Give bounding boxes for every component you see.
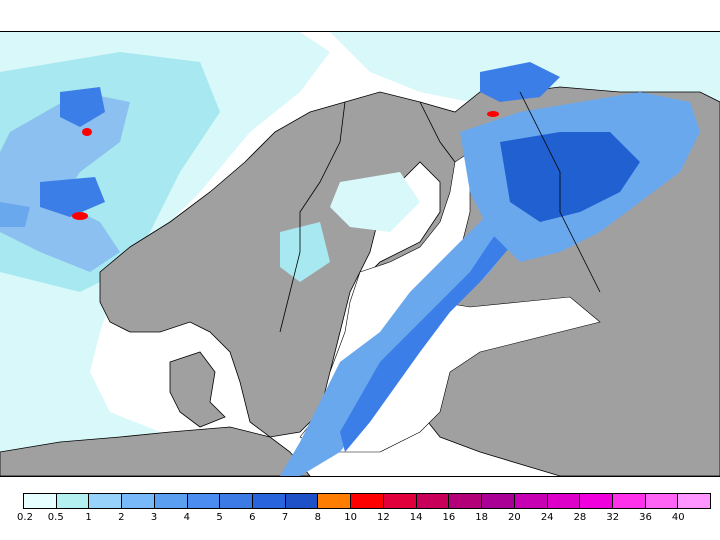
precip-light-sweden bbox=[330, 172, 420, 232]
precip-peak-1 bbox=[82, 128, 92, 136]
legend-tick-label: 2 bbox=[118, 512, 125, 523]
precip-core-north bbox=[480, 62, 560, 102]
precipitation-map bbox=[0, 31, 720, 477]
precip-mid-sweden bbox=[280, 222, 330, 282]
map-canvas bbox=[0, 32, 720, 476]
legend-swatch bbox=[318, 494, 352, 508]
border-norway-sweden bbox=[279, 101, 346, 333]
land-continent bbox=[0, 426, 311, 476]
legend-swatch bbox=[514, 494, 548, 508]
border-sweden-finland bbox=[419, 101, 456, 163]
legend-labels: 0.2 0.5 1 2 3 4 5 6 7 8 10 12 14 16 18 20 24 28 32 36 40 bbox=[0, 512, 720, 526]
legend-tick-label: 3 bbox=[150, 512, 158, 523]
legend-tick-label: 20 bbox=[508, 512, 521, 523]
precip-core-west-3 bbox=[0, 202, 30, 227]
legend-tick-label: 5 bbox=[216, 512, 223, 523]
legend-swatch bbox=[678, 494, 711, 508]
legend-swatch bbox=[220, 494, 254, 508]
land-denmark bbox=[169, 351, 226, 428]
legend-swatch bbox=[351, 494, 384, 508]
legend-swatch bbox=[482, 494, 515, 508]
precip-blue-band-baltic bbox=[280, 182, 540, 476]
legend-swatch bbox=[24, 494, 57, 508]
legend-swatch bbox=[383, 494, 417, 508]
legend-tick-label: 24 bbox=[540, 512, 554, 523]
legend-tick-label: 14 bbox=[409, 512, 423, 523]
legend-swatch bbox=[89, 494, 123, 508]
legend-tick-label: 12 bbox=[377, 512, 390, 523]
precip-core-west-1 bbox=[60, 87, 105, 127]
legend-swatch bbox=[285, 494, 319, 508]
legend-swatch bbox=[580, 494, 613, 508]
border-finland-russia bbox=[519, 91, 601, 293]
precip-core-west-2 bbox=[40, 177, 105, 217]
precip-core-baltic bbox=[340, 222, 510, 452]
precip-core-finland bbox=[500, 132, 640, 222]
legend-tick-label: 36 bbox=[639, 512, 652, 523]
precip-peak-2 bbox=[72, 212, 88, 220]
legend-swatch bbox=[612, 494, 646, 508]
legend-swatch bbox=[187, 494, 221, 508]
legend-tick-label: 4 bbox=[183, 512, 190, 523]
legend-swatch bbox=[122, 494, 155, 508]
legend-tick-label: 0.2 bbox=[17, 512, 33, 523]
legend-tick-label: 16 bbox=[442, 512, 456, 523]
legend-tick-label: 32 bbox=[606, 512, 620, 523]
legend-swatch bbox=[416, 494, 450, 508]
legend-swatch bbox=[154, 494, 188, 508]
legend-tick-label: 8 bbox=[314, 512, 322, 523]
legend-swatch bbox=[645, 494, 679, 508]
legend-swatch bbox=[253, 494, 286, 508]
legend-tick-label: 28 bbox=[573, 512, 587, 523]
legend-tick-label: 0.5 bbox=[47, 512, 64, 523]
legend-swatch bbox=[547, 494, 581, 508]
precip-peak-3 bbox=[487, 111, 499, 117]
legend-tick-label: 18 bbox=[475, 512, 489, 523]
legend-tick-label: 1 bbox=[85, 512, 92, 523]
legend-tick-label: 10 bbox=[344, 512, 357, 523]
legend-tick-label: 6 bbox=[249, 512, 256, 523]
legend-swatch bbox=[56, 494, 90, 508]
legend-colorbar bbox=[23, 493, 711, 509]
legend-tick-label: 7 bbox=[281, 512, 289, 523]
legend-swatch bbox=[449, 494, 483, 508]
legend-tick-label: 40 bbox=[671, 512, 685, 523]
